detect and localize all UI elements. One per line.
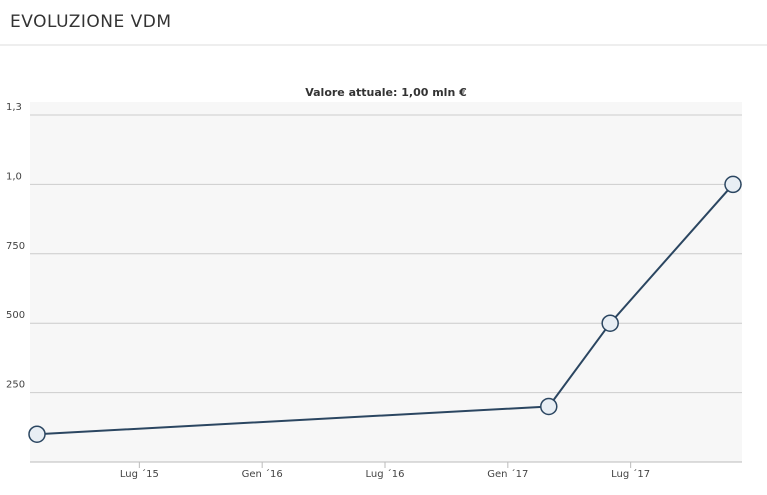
point-marker: [724, 175, 742, 194]
y-tick-label: 250: [6, 380, 25, 391]
x-tick-label: Lug ´16: [366, 468, 405, 480]
y-tick-label: 1,0: [6, 171, 22, 182]
section-title: EVOLUZIONE VDM: [10, 12, 172, 32]
x-tick-label: Gen ´16: [242, 468, 283, 480]
y-tick-label: 500: [6, 310, 25, 321]
point-marker: [28, 425, 46, 443]
x-tick-label: Gen ´17: [487, 468, 528, 480]
line: [36, 183, 734, 436]
point-marker: [540, 397, 558, 416]
point-marker: [601, 314, 619, 332]
y-tick-label: 1,3: [6, 102, 22, 113]
y-tick-label: 750: [6, 241, 25, 252]
x-tick-label: Lug ´17: [611, 468, 650, 480]
x-tick-label: Lug ´15: [120, 468, 159, 480]
chart-title: Valore attuale: 1,00 mln €: [305, 86, 467, 99]
plot-area: [30, 102, 742, 462]
